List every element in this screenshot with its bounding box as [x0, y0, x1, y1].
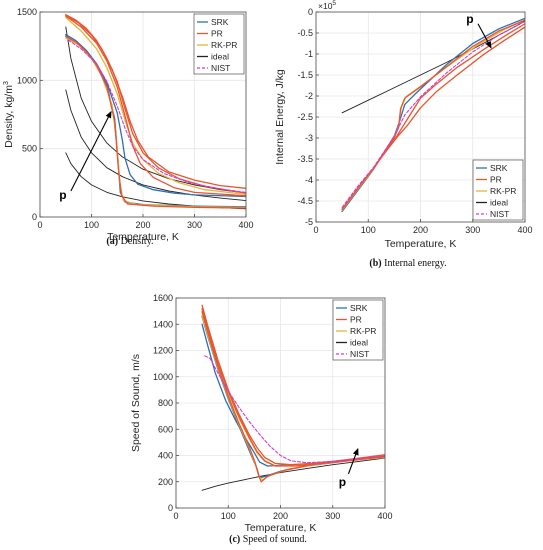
- x-tick-label: 200: [413, 225, 428, 235]
- annotation-label-p: p: [59, 188, 66, 202]
- x-tick-label: 400: [238, 220, 253, 230]
- y-tick-label: -1.5: [297, 70, 313, 80]
- x-axis-label: Temperature, K: [245, 522, 317, 534]
- x-tick-label: 0: [173, 511, 178, 521]
- y-exponent-label: ×105: [318, 0, 336, 11]
- series-line-ideal: [65, 89, 246, 202]
- series-line-nist: [67, 39, 246, 193]
- chart-a: 0 100 200 300 400 0 500 1000 1500 Temperature, K D…: [3, 7, 254, 247]
- y-tick-label: -2.5: [297, 112, 313, 122]
- caption-c: (c) Speed of sound.: [229, 534, 307, 545]
- series-line-nist: [204, 355, 385, 464]
- x-tick-label: 300: [325, 511, 340, 521]
- x-tick-label: 200: [273, 511, 288, 521]
- y-tick-label: 200: [158, 477, 173, 487]
- legend-label-ideal: ideal: [490, 198, 508, 208]
- y-tick-label: -3: [305, 133, 313, 143]
- y-tick-label: -5: [305, 217, 313, 227]
- y-tick-label: -3.5: [297, 154, 313, 164]
- series-line-srk: [65, 33, 246, 198]
- y-tick-label: 1400: [153, 319, 173, 329]
- series-line-ideal: [65, 26, 246, 194]
- legend-label-nist: NIST: [490, 209, 509, 219]
- y-tick-label: 800: [158, 398, 173, 408]
- y-tick-label: 1500: [17, 7, 37, 17]
- x-tick-label: 100: [221, 511, 236, 521]
- y-tick-label: -0.5: [297, 28, 313, 38]
- y-tick-label: 1200: [153, 346, 173, 356]
- x-axis-label: Temperature, K: [107, 231, 179, 243]
- series-line-pr: [341, 26, 525, 211]
- legend-label-srk: SRK: [350, 303, 368, 313]
- series-line-pr: [65, 35, 246, 209]
- annotation-arrow: [70, 110, 112, 192]
- y-tick-label: 0: [308, 7, 313, 17]
- legend-label-nist: NIST: [211, 63, 230, 73]
- caption-b: (b) Internal energy.: [369, 258, 446, 269]
- series-line-pr: [65, 14, 246, 189]
- y-tick-label: 1000: [17, 75, 37, 85]
- y-tick-label: 1000: [153, 372, 173, 382]
- y-tick-label: 1600: [153, 293, 173, 303]
- chart-b: 0 100 200 300 400 -5 -4.5 -4 -3.5 -3 -2.5 -2 -1.5 -1 -…: [274, 0, 533, 269]
- legend-box: [472, 159, 524, 221]
- series-group: [341, 17, 525, 213]
- x-tick-label: 300: [465, 225, 480, 235]
- legend-label-ideal: ideal: [350, 338, 368, 348]
- y-tick-label: 500: [22, 144, 37, 154]
- legend-label-rk-pr: RK-PR: [211, 40, 237, 50]
- legend-label-pr: PR: [350, 315, 362, 325]
- annotation-arrow: [347, 448, 359, 475]
- legend-label-srk: SRK: [490, 163, 508, 173]
- legend-label-srk: SRK: [211, 17, 229, 27]
- x-tick-label: 400: [517, 225, 532, 235]
- series-line-pr: [65, 15, 246, 197]
- legend-label-rk-pr: RK-PR: [490, 186, 516, 196]
- x-tick-label: 0: [37, 220, 42, 230]
- y-tick-label: -4: [305, 175, 313, 185]
- y-tick-label: 400: [158, 451, 173, 461]
- series-group: [201, 304, 385, 491]
- y-axis-label: Density, kg/m3: [3, 81, 15, 148]
- y-tick-label: 0: [32, 212, 37, 222]
- y-tick-label: -1: [305, 49, 313, 59]
- chart-c: 0 100 200 300 400 0 200 400 600 800 1000 1200 1400 16…: [130, 293, 393, 545]
- x-tick-label: 0: [313, 225, 318, 235]
- legend-label-ideal: ideal: [211, 52, 229, 62]
- y-axis-label: Speed of Sound, m/s: [130, 354, 142, 452]
- x-tick-label: 400: [377, 511, 392, 521]
- x-axis-label: Temperature, K: [385, 238, 457, 250]
- caption-a: (a) Density.: [106, 236, 153, 247]
- y-tick-label: -2: [305, 91, 313, 101]
- legend-label-pr: PR: [490, 175, 502, 185]
- x-tick-label: 100: [361, 225, 376, 235]
- annotation-arrow: [477, 23, 492, 49]
- annotation-label-p: p: [339, 475, 346, 489]
- legend-label-nist: NIST: [350, 349, 369, 359]
- series-group: [65, 14, 246, 210]
- x-tick-label: 300: [187, 220, 202, 230]
- series-line-pr: [201, 310, 385, 483]
- legend-label-rk-pr: RK-PR: [350, 326, 376, 336]
- legend-box: [193, 13, 245, 75]
- y-tick-label: -4.5: [297, 196, 313, 206]
- legend-label-pr: PR: [211, 29, 223, 39]
- y-axis-label: Internal Energy, J/kg: [274, 69, 286, 165]
- x-tick-label: 200: [135, 220, 150, 230]
- x-tick-label: 100: [84, 220, 99, 230]
- y-tick-label: 0: [168, 503, 173, 513]
- y-tick-label: 600: [158, 424, 173, 434]
- annotation-label-p: p: [466, 12, 473, 26]
- series-line-nist: [341, 20, 525, 208]
- legend-box: [332, 299, 384, 361]
